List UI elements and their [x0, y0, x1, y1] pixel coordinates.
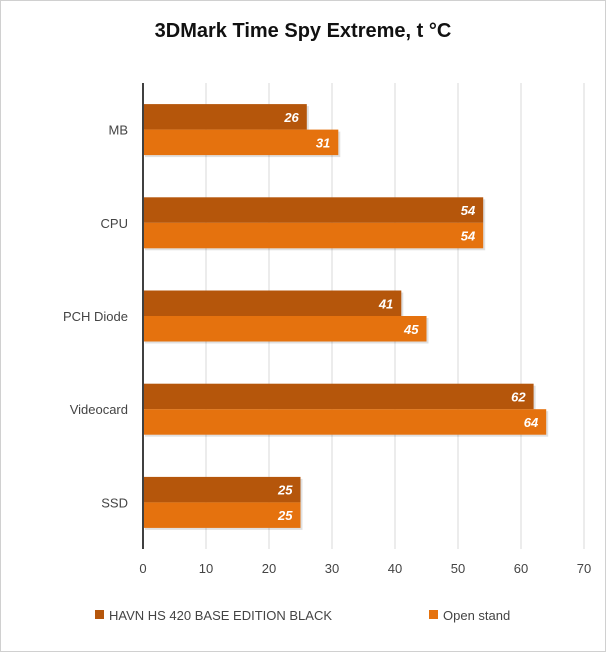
- data-label: 26: [283, 110, 299, 125]
- x-tick-label: 40: [388, 561, 402, 576]
- data-label: 31: [316, 135, 330, 150]
- y-category-label: SSD: [101, 495, 128, 510]
- bar-open-stand: [143, 222, 484, 249]
- chart-title: 3DMark Time Spy Extreme, t °C: [155, 20, 452, 42]
- legend-swatch: [95, 610, 104, 619]
- bar-open-stand: [143, 502, 301, 528]
- data-label: 25: [277, 483, 293, 498]
- bar-havn: [143, 476, 301, 503]
- data-label: 62: [511, 389, 526, 404]
- y-category-label: MB: [109, 123, 129, 138]
- x-tick-label: 70: [577, 561, 591, 576]
- legend-label: Open stand: [443, 608, 510, 623]
- bar-havn: [143, 104, 307, 130]
- x-tick-label: 0: [139, 561, 146, 576]
- data-label: 45: [403, 322, 419, 337]
- bar-havn: [143, 197, 484, 223]
- y-category-label: CPU: [101, 216, 128, 231]
- bar-open-stand: [143, 129, 339, 156]
- legend-label: HAVN HS 420 BASE EDITION BLACK: [109, 608, 332, 623]
- y-category-label: Videocard: [70, 402, 128, 417]
- y-category-label: PCH Diode: [63, 309, 128, 324]
- bar-havn: [143, 290, 402, 316]
- x-tick-label: 20: [262, 561, 276, 576]
- data-label: 41: [378, 296, 393, 311]
- legend-swatch: [429, 610, 438, 619]
- data-label: 54: [461, 229, 476, 244]
- x-tick-label: 60: [514, 561, 528, 576]
- data-label: 25: [277, 508, 293, 523]
- data-label: 64: [524, 415, 539, 430]
- bar-open-stand: [143, 409, 547, 435]
- data-label: 54: [461, 203, 476, 218]
- bar-havn: [143, 383, 534, 410]
- x-tick-label: 30: [325, 561, 339, 576]
- x-tick-label: 10: [199, 561, 213, 576]
- bar-open-stand: [143, 316, 427, 342]
- x-tick-label: 50: [451, 561, 465, 576]
